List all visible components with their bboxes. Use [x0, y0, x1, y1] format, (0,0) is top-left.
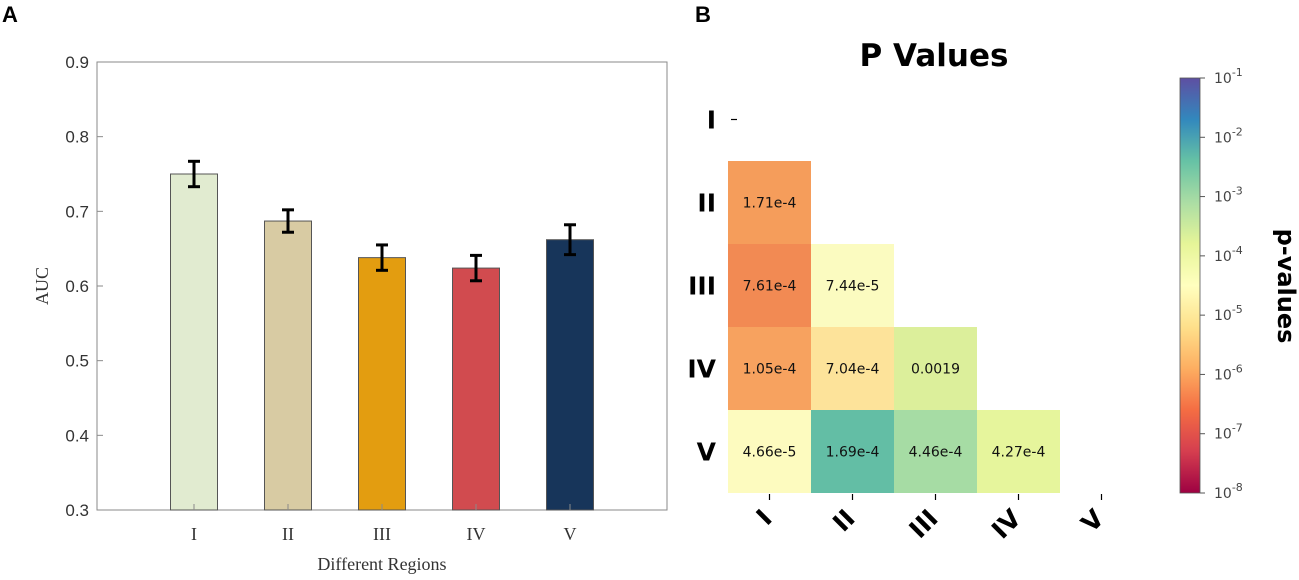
heatmap-cell	[977, 410, 1060, 493]
heatmap-cell-value: 7.04e-4	[826, 362, 880, 378]
bar-y-tick-label: 0.7	[65, 202, 89, 221]
panel-a-label: A	[2, 2, 18, 27]
heatmap-row-label: I	[707, 106, 716, 135]
colorbar-tick-label: 10-2	[1214, 125, 1243, 146]
heatmap-col-label: I	[751, 504, 778, 531]
heatmap-cell	[811, 327, 894, 410]
errorbar-I	[188, 159, 200, 189]
bar-III	[358, 257, 406, 511]
heatmap-row-label: V	[697, 438, 717, 467]
bar-chart: 0.30.40.50.60.70.80.9 I II III IV V Differen…	[32, 53, 668, 574]
heatmap-cell	[728, 327, 811, 410]
bar-x-tick-label: IV	[467, 524, 486, 544]
bar-y-tick-label: 0.5	[65, 352, 89, 371]
heatmap-col-label: IV	[986, 503, 1027, 544]
heatmap-cell-value: 7.44e-5	[826, 279, 880, 295]
bar-y-tick-label: 0.3	[65, 501, 89, 520]
colorbar-tick-label: 10-7	[1214, 422, 1243, 443]
bar-x-tick-label: I	[191, 524, 197, 544]
errorbar-V	[564, 223, 576, 257]
heatmap-row-label: II	[697, 189, 716, 218]
bar-y-axis-title: AUC	[32, 267, 52, 305]
bar-y-tick-label: 0.4	[65, 426, 89, 445]
colorbar: 10-1 10-2 10-3 10-4 10-5 10-6 10-7 10-8 p-value…	[1179, 66, 1299, 502]
heatmap-cell-value: 4.27e-4	[992, 445, 1046, 461]
bar-x-tick-label: II	[282, 524, 294, 544]
bar-IV	[452, 267, 500, 511]
heatmap-cell	[728, 410, 811, 493]
heatmap-cell	[811, 244, 894, 327]
heatmap-cell-value: 0.0019	[911, 362, 960, 378]
errorbar-IV	[470, 253, 482, 283]
colorbar-gradient	[1179, 77, 1201, 494]
bar-I	[170, 173, 218, 511]
heatmap-cell	[894, 410, 977, 493]
heatmap-cell-value: 1.69e-4	[826, 445, 880, 461]
bar-V	[546, 239, 594, 511]
colorbar-tick-label: 10-5	[1214, 303, 1243, 324]
bar-II	[264, 220, 312, 511]
colorbar-label: p-values	[1272, 229, 1299, 344]
heatmap-cell-value: 4.46e-4	[909, 445, 963, 461]
heatmap-cell	[728, 244, 811, 327]
heatmap-col-label: III	[904, 504, 944, 544]
heatmap-cell-value: 1.71e-4	[743, 196, 797, 212]
heatmap-cell-value: 4.66e-5	[743, 445, 797, 461]
heatmap-col-label: V	[1076, 503, 1111, 538]
colorbar-tick-label: 10-8	[1214, 481, 1243, 502]
bar-x-tick-label: III	[373, 524, 391, 544]
bar-y-tick-label: 0.9	[65, 53, 89, 72]
colorbar-tick-label: 10-1	[1214, 66, 1243, 87]
bar-x-tick-label: V	[564, 524, 577, 544]
heatmap: P Values 1.71e-4 7.61e-4 7.44e-5 1.05e-4 7.0…	[687, 38, 1110, 545]
colorbar-tick-label: 10-6	[1214, 362, 1243, 383]
colorbar-tick-label: 10-4	[1214, 244, 1243, 265]
bar-y-tick-label: 0.6	[65, 277, 89, 296]
bar-y-tick-label: 0.8	[65, 128, 89, 147]
errorbar-II	[282, 208, 294, 234]
panel-b-label: B	[695, 2, 711, 27]
heatmap-row-label: IV	[687, 355, 716, 384]
colorbar-tick-label: 10-3	[1214, 185, 1243, 206]
bar-x-axis-title: Different Regions	[317, 554, 446, 574]
heatmap-title: P Values	[860, 38, 1009, 74]
heatmap-col-label: II	[827, 504, 861, 538]
heatmap-cell	[811, 410, 894, 493]
heatmap-cell	[728, 161, 811, 244]
errorbar-III	[376, 243, 388, 272]
heatmap-cell	[894, 327, 977, 410]
heatmap-row-label: III	[688, 272, 716, 301]
heatmap-cell-value: 1.05e-4	[743, 362, 797, 378]
heatmap-cell-value: 7.61e-4	[743, 279, 797, 295]
